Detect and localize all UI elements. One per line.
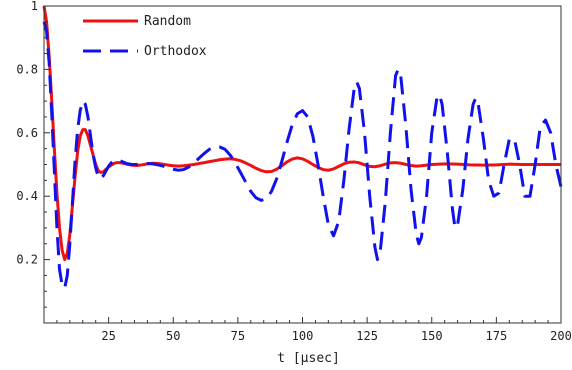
series-line-orthodox [42, 21, 563, 290]
x-tick-label: 100 [292, 329, 314, 343]
series-layer [42, 5, 563, 290]
y-tick-label: 0.8 [16, 62, 38, 76]
x-axis-title: t [μsec] [277, 351, 340, 366]
series-line-random [42, 5, 561, 262]
x-tick-label: 50 [166, 329, 180, 343]
y-tick-label: 0.6 [16, 126, 38, 140]
y-tick-label: 0.4 [16, 189, 38, 203]
x-tick-label: 25 [101, 329, 115, 343]
legend: Random Orthodox [83, 14, 207, 59]
x-tick-label: 200 [550, 329, 572, 343]
x-tick-label: 150 [421, 329, 443, 343]
x-tick-label: 125 [356, 329, 378, 343]
y-tick-label: 1 [31, 0, 38, 13]
legend-label-random: Random [144, 14, 191, 29]
x-tick-label: 175 [486, 329, 508, 343]
x-tick-label: 75 [231, 329, 245, 343]
y-tick-label: 0.2 [16, 253, 38, 267]
legend-label-orthodox: Orthodox [144, 44, 207, 59]
ticks-layer: 25 50 75 100 125 150 175 200 0.2 0.4 0.6 0.8 1 [16, 0, 572, 343]
